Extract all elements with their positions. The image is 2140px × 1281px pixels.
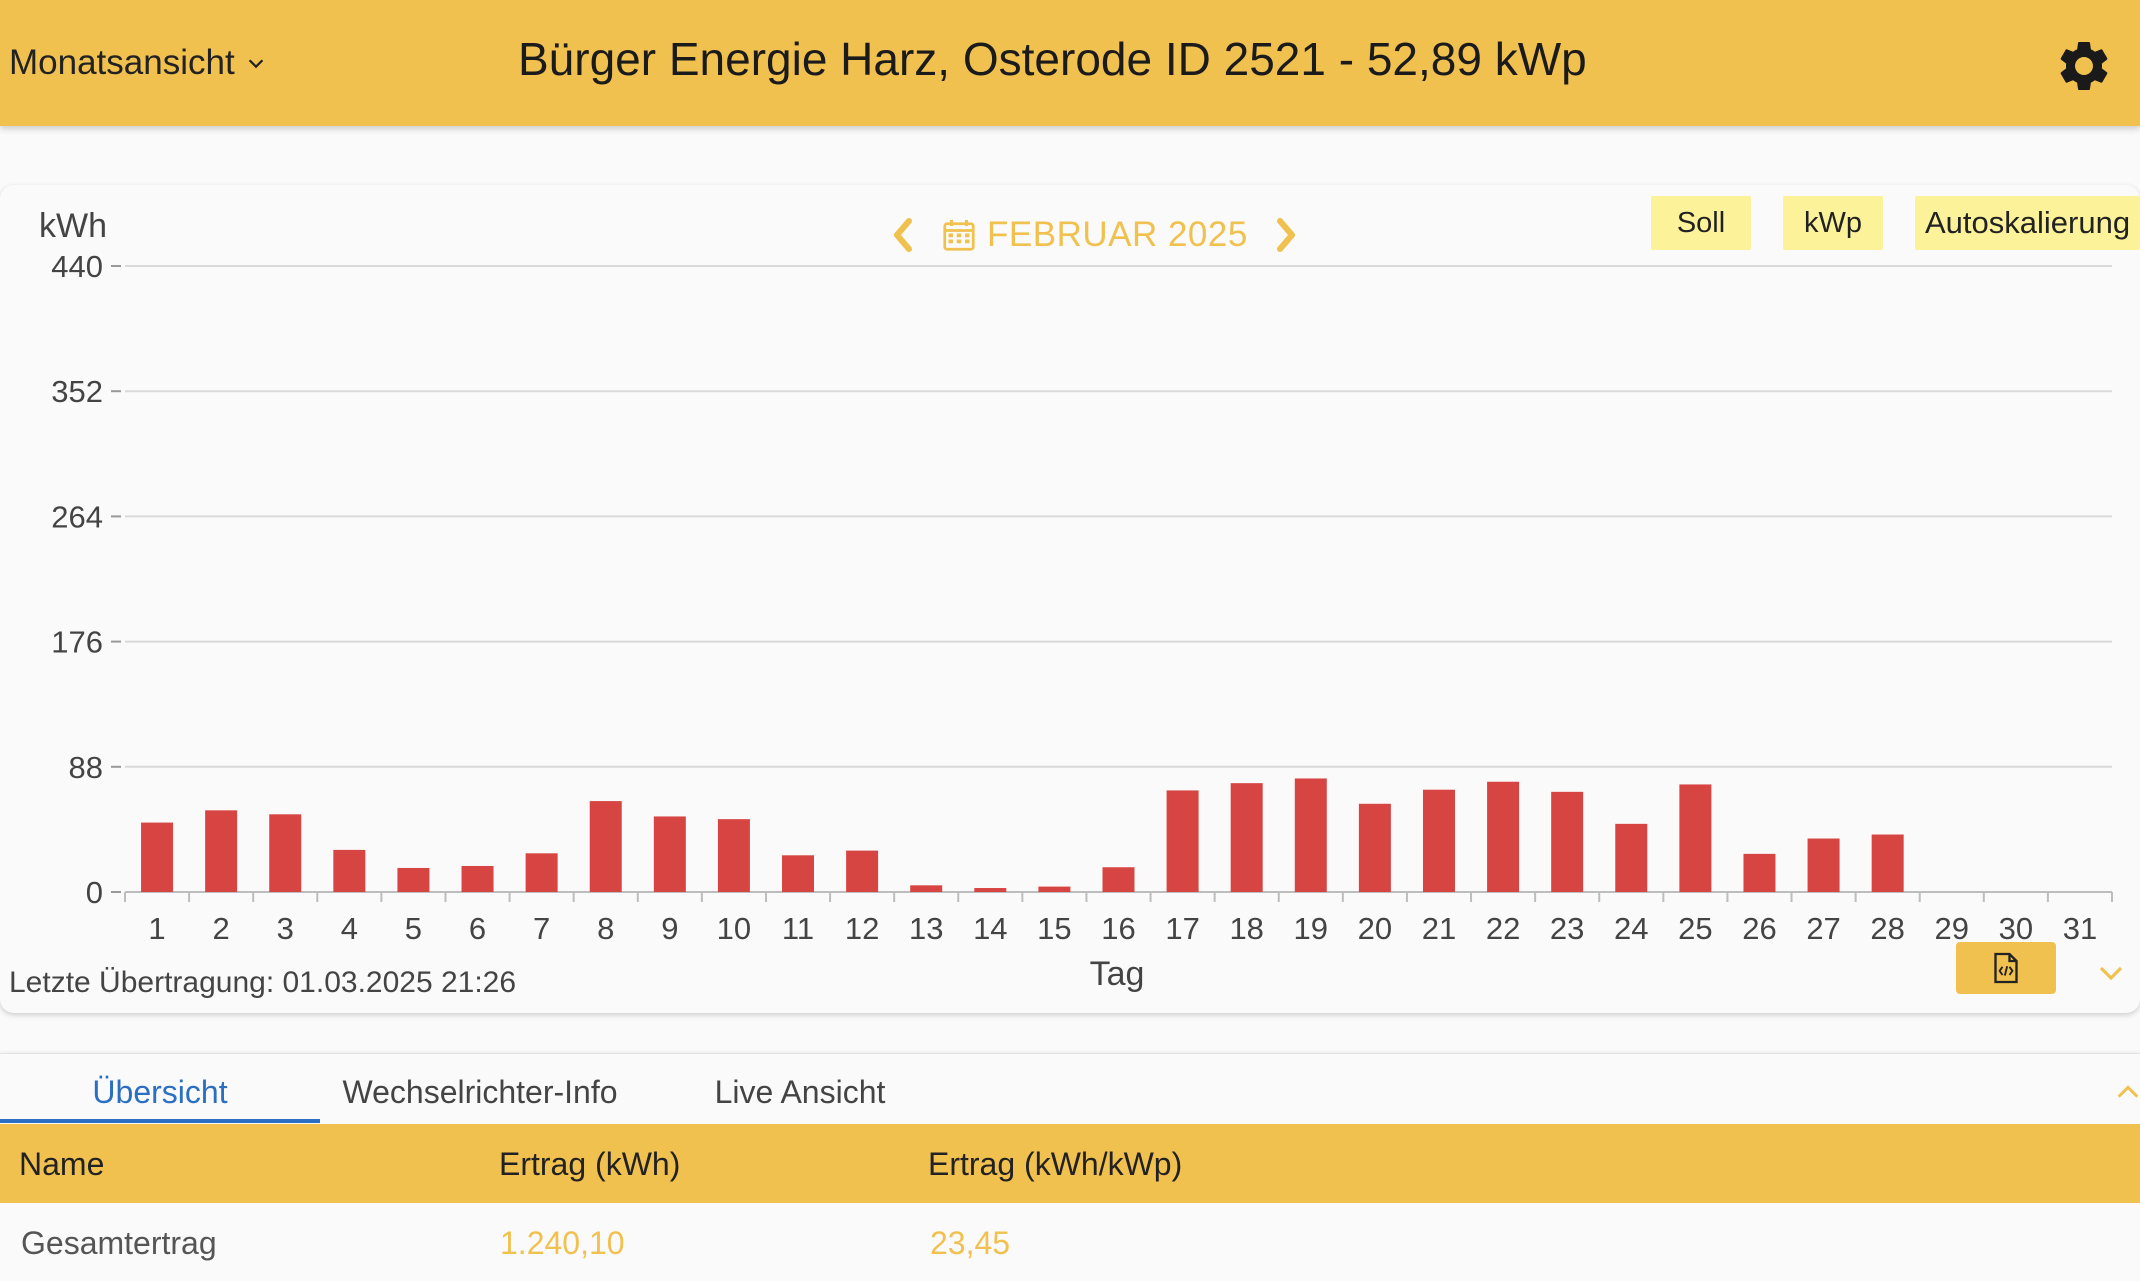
chevron-right-icon[interactable] — [1270, 213, 1304, 257]
x-tick-label: 26 — [1742, 911, 1776, 946]
collapse-chevron-icon[interactable] — [2114, 1078, 2140, 1106]
bar-day-26 — [1743, 853, 1776, 892]
bar-day-8 — [589, 801, 622, 892]
tab-live-view[interactable]: Live Ansicht — [714, 1073, 886, 1110]
bar-day-10 — [717, 819, 750, 892]
x-tick-label: 31 — [2063, 911, 2097, 946]
x-tick-label: 18 — [1229, 911, 1263, 946]
autoscale-toggle-button[interactable]: Autoskalierung — [1915, 196, 2140, 250]
bar-day-24 — [1615, 823, 1648, 892]
x-tick-label: 15 — [1037, 911, 1071, 946]
x-tick-label: 4 — [341, 911, 358, 946]
bar-day-28 — [1871, 834, 1904, 892]
active-tab-indicator — [0, 1119, 320, 1123]
x-axis-label: Tag — [1090, 955, 1145, 993]
row-yield-kwh-kwp-cell: 23,45 — [930, 1225, 1011, 1261]
bar-day-6 — [461, 865, 494, 892]
x-tick-label: 13 — [909, 911, 943, 946]
bar-day-1 — [141, 822, 174, 892]
bar-day-27 — [1807, 838, 1840, 892]
expand-chevron-icon[interactable] — [2096, 958, 2126, 988]
x-tick-label: 9 — [661, 911, 678, 946]
y-tick-label: 176 — [51, 625, 103, 660]
bar-day-22 — [1487, 781, 1520, 892]
x-tick-label: 8 — [597, 911, 614, 946]
x-tick-label: 25 — [1678, 911, 1712, 946]
bar-day-21 — [1422, 789, 1455, 892]
x-tick-label: 3 — [277, 911, 294, 946]
column-header-yield-kwh-kwp: Ertrag (kWh/kWp) — [928, 1146, 1183, 1182]
row-name-cell: Gesamtertrag — [21, 1225, 217, 1261]
view-selector-label: Monatsansicht — [9, 43, 235, 82]
bar-day-20 — [1358, 803, 1391, 892]
x-tick-label: 16 — [1101, 911, 1135, 946]
x-tick-label: 1 — [148, 911, 165, 946]
bar-day-19 — [1294, 778, 1327, 892]
month-label[interactable]: FEBRUAR 2025 — [987, 215, 1248, 254]
bar-day-18 — [1230, 783, 1263, 892]
bar-day-15 — [1038, 886, 1071, 892]
x-tick-label: 12 — [845, 911, 879, 946]
bar-day-12 — [846, 850, 879, 892]
x-tick-label: 10 — [717, 911, 751, 946]
bar-day-7 — [525, 853, 558, 892]
gear-icon[interactable] — [2054, 36, 2114, 96]
x-tick-label: 23 — [1550, 911, 1584, 946]
chevron-left-icon[interactable] — [885, 213, 919, 257]
x-tick-label: 5 — [405, 911, 422, 946]
column-header-name: Name — [19, 1146, 105, 1182]
bar-day-14 — [974, 888, 1007, 892]
row-yield-kwh-cell: 1.240,10 — [500, 1225, 625, 1261]
bar-day-13 — [910, 885, 943, 892]
page-title: Bürger Energie Harz, Osterode ID 2521 - … — [518, 33, 1587, 85]
chevron-down-icon — [248, 59, 263, 69]
file-code-icon — [1994, 952, 2018, 984]
app-header — [0, 0, 2140, 126]
month-navigator: FEBRUAR 2025 — [885, 210, 1304, 260]
bar-day-5 — [397, 867, 430, 892]
bar-day-16 — [1102, 867, 1135, 892]
bar-day-25 — [1679, 784, 1712, 892]
x-tick-label: 2 — [213, 911, 230, 946]
x-tick-label: 6 — [469, 911, 486, 946]
column-header-yield-kwh: Ertrag (kWh) — [499, 1146, 681, 1182]
bar-day-17 — [1166, 790, 1199, 892]
view-selector-dropdown[interactable]: Monatsansicht — [9, 38, 267, 88]
soll-toggle-button[interactable]: Soll — [1651, 196, 1751, 250]
bar-day-23 — [1551, 791, 1584, 892]
bar-day-9 — [653, 816, 686, 892]
y-axis-label: kWh — [39, 207, 107, 245]
y-tick-label: 352 — [51, 374, 103, 409]
x-tick-label: 7 — [533, 911, 550, 946]
export-button[interactable] — [1956, 942, 2056, 994]
x-tick-label: 30 — [1999, 911, 2033, 946]
x-tick-label: 28 — [1870, 911, 1904, 946]
tab-overview[interactable]: Übersicht — [92, 1073, 228, 1110]
x-tick-label: 27 — [1806, 911, 1840, 946]
x-tick-label: 17 — [1165, 911, 1199, 946]
x-tick-label: 19 — [1294, 911, 1328, 946]
x-tick-label: 22 — [1486, 911, 1520, 946]
x-tick-label: 14 — [973, 911, 1007, 946]
y-tick-label: 440 — [51, 249, 103, 284]
x-tick-label: 24 — [1614, 911, 1648, 946]
x-tick-label: 29 — [1935, 911, 1969, 946]
calendar-icon — [943, 220, 975, 251]
y-tick-label: 88 — [69, 750, 103, 785]
kwp-toggle-button[interactable]: kWp — [1783, 196, 1883, 250]
tab-inverter-info[interactable]: Wechselrichter-Info — [342, 1073, 618, 1110]
bar-day-3 — [269, 814, 302, 892]
bar-day-2 — [205, 810, 238, 892]
bar-day-11 — [782, 855, 815, 892]
last-transmission-text: Letzte Übertragung: 01.03.2025 21:26 — [9, 966, 517, 999]
y-tick-label: 264 — [51, 499, 103, 534]
bar-day-4 — [333, 849, 366, 892]
y-tick-label: 0 — [86, 875, 103, 910]
x-tick-label: 20 — [1358, 911, 1392, 946]
table-header-row — [0, 1124, 2140, 1203]
x-tick-label: 21 — [1422, 911, 1456, 946]
x-tick-label: 11 — [782, 911, 814, 946]
